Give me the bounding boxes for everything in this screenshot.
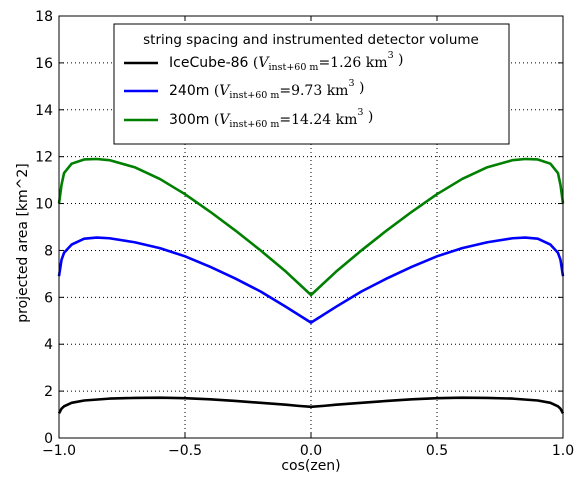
legend-box — [113, 23, 510, 145]
axis-ticks: −1.0 −0.5 0.0 0.5 1.0 0 2 4 6 8 10 12 14 16 18 — [35, 9, 574, 459]
legend-entry-label: 300m (Vinst+60 m=14.24 km3 ) — [169, 107, 373, 130]
y-tick-label: 18 — [35, 9, 53, 25]
x-tick-label: −1.0 — [42, 443, 76, 459]
y-axis-label: projected area [km^2] — [15, 163, 31, 323]
y-tick-label: 10 — [35, 197, 53, 213]
y-tick-label: 2 — [44, 384, 53, 400]
series-line-1 — [57, 396, 565, 414]
legend: string spacing and instrumented detector… — [113, 23, 510, 145]
y-tick-label: 14 — [35, 103, 53, 119]
legend-title: string spacing and instrumented detector… — [143, 32, 479, 48]
y-tick-label: 8 — [44, 243, 53, 259]
legend-entry-label: 240m (Vinst+60 m=9.73 km3 ) — [169, 78, 364, 101]
series-line-2 — [57, 236, 565, 324]
x-tick-label: 1.0 — [552, 443, 574, 459]
series-lines — [57, 157, 565, 414]
legend-entry-label: IceCube-86 (Vinst+60 m=1.26 km3 ) — [169, 50, 404, 73]
y-tick-label: 16 — [35, 56, 53, 72]
x-tick-label: 0.0 — [300, 443, 322, 459]
y-tick-label: 12 — [35, 150, 53, 166]
series-line-3 — [57, 157, 565, 297]
y-tick-label: 0 — [44, 431, 53, 447]
y-tick-label: 4 — [44, 337, 53, 353]
x-tick-label: 0.5 — [426, 443, 448, 459]
x-axis-label: cos(zen) — [281, 458, 340, 474]
x-tick-label: −0.5 — [168, 443, 202, 459]
y-tick-label: 6 — [44, 290, 53, 306]
